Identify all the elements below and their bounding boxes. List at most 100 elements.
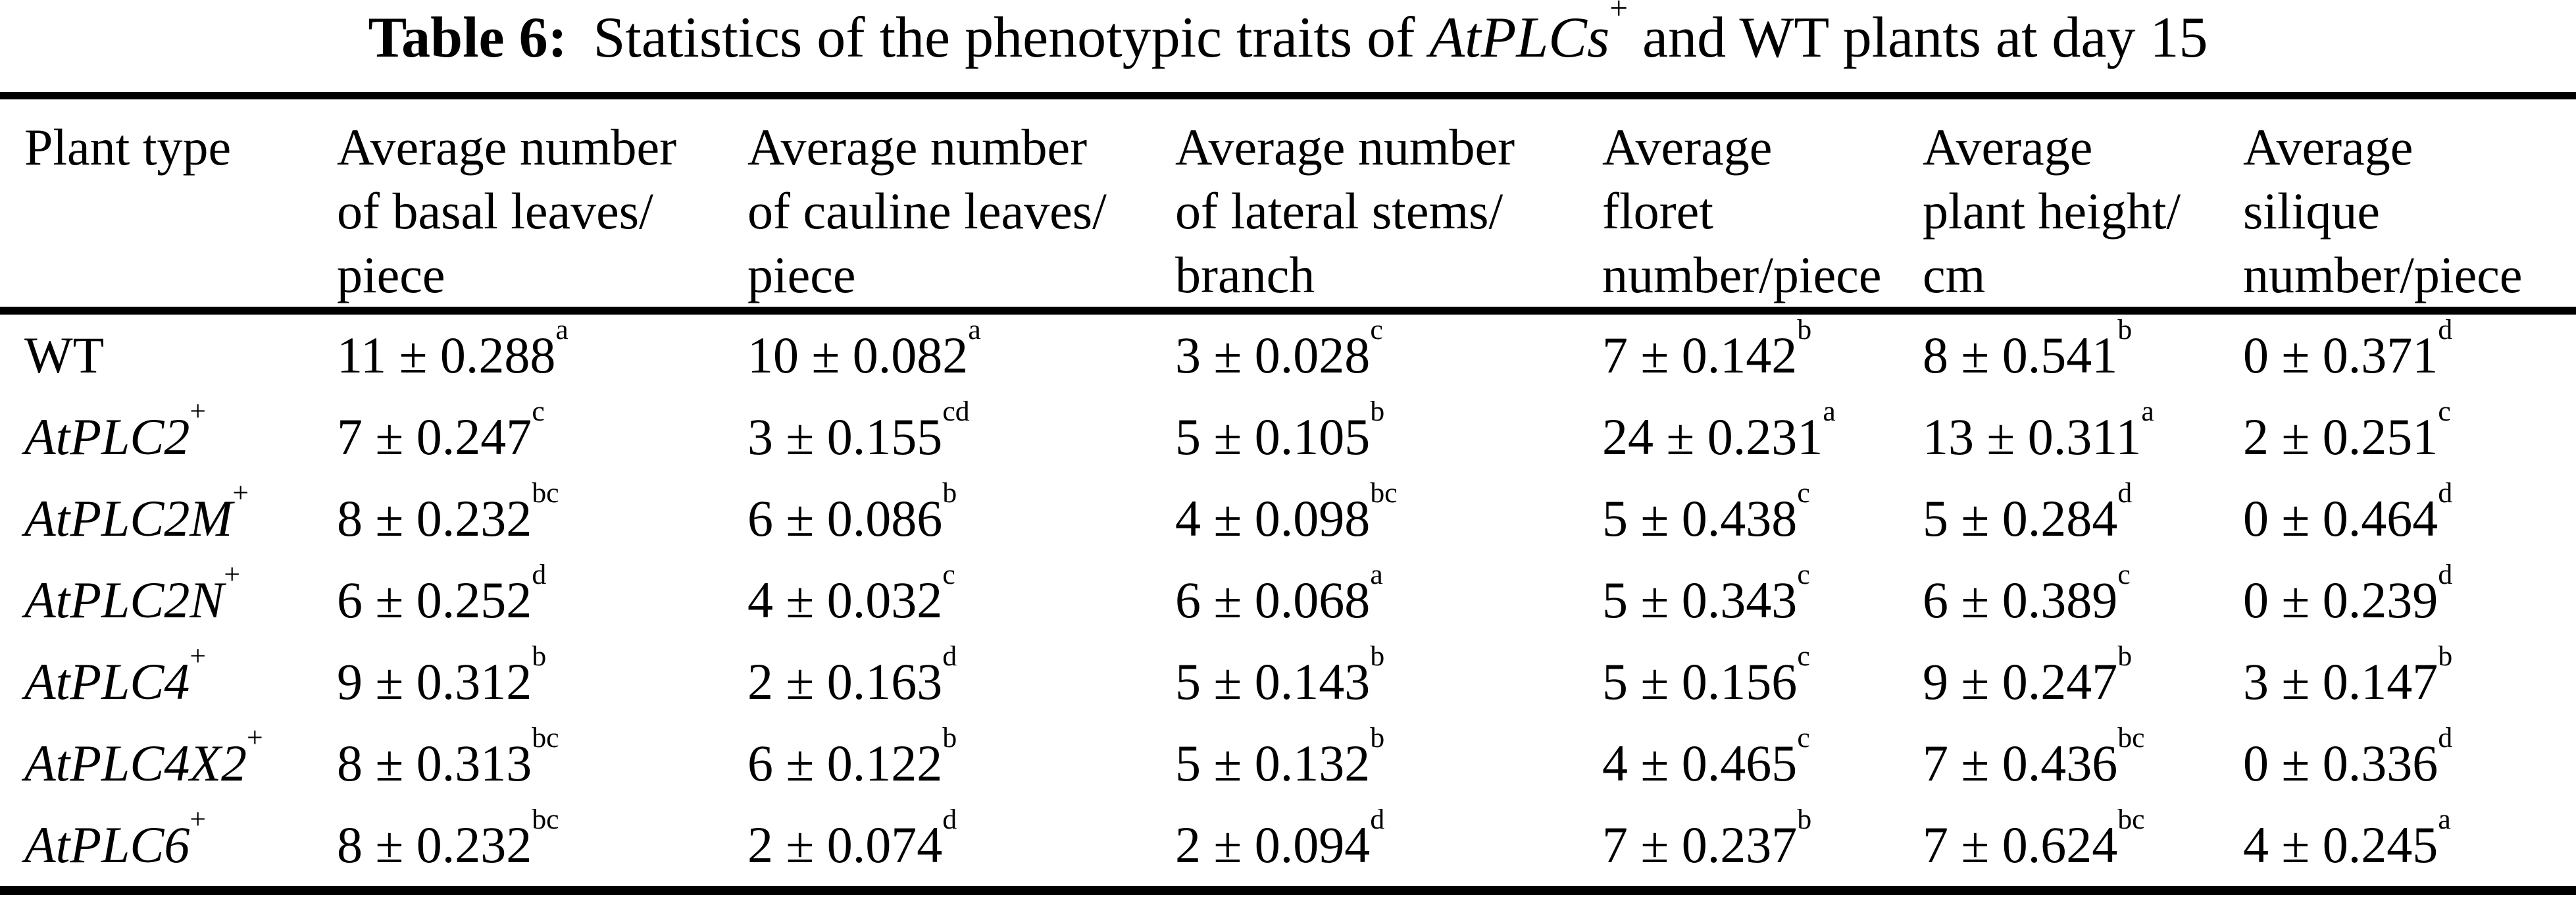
plant-type-superscript: + xyxy=(189,803,207,835)
value-cell-basal-leaves: 7 ± 0.247c xyxy=(337,396,747,478)
column-header-line: of cauline leaves/ xyxy=(747,182,1107,240)
plant-type-label: AtPLC2N xyxy=(24,571,224,629)
measurement-value: 6 ± 0.068 xyxy=(1175,571,1371,629)
column-header-line: plant height/ xyxy=(1923,182,2181,240)
column-header-line: number/piece xyxy=(2243,246,2523,303)
column-header-line: Plant type xyxy=(24,118,232,176)
measurement-value: 5 ± 0.156 xyxy=(1602,653,1798,710)
column-header-line: cm xyxy=(1923,246,1986,303)
measurement-value: 2 ± 0.163 xyxy=(747,653,943,710)
significance-letter: bc xyxy=(2117,803,2145,835)
value-cell-silique-number: 4 ± 0.245a xyxy=(2243,804,2576,890)
significance-letter: a xyxy=(555,313,568,346)
significance-letter: c xyxy=(1797,558,1810,590)
plant-type-label: AtPLC4X2 xyxy=(24,734,247,792)
value-cell-silique-number: 0 ± 0.239d xyxy=(2243,559,2576,641)
value-cell-plant-height: 7 ± 0.436bc xyxy=(1923,723,2243,804)
column-header-line: Average number xyxy=(747,118,1088,176)
measurement-value: 7 ± 0.237 xyxy=(1602,816,1798,873)
plant-type-superscript: + xyxy=(232,476,249,509)
measurement-value: 4 ± 0.245 xyxy=(2243,816,2438,873)
value-cell-cauline-leaves: 2 ± 0.163d xyxy=(747,641,1175,723)
column-header-line: piece xyxy=(747,246,856,303)
significance-letter: c xyxy=(1797,476,1810,509)
significance-letter: d xyxy=(2438,721,2453,754)
significance-letter: b xyxy=(1797,313,1812,346)
significance-letter: cd xyxy=(942,395,970,427)
value-cell-plant-height: 9 ± 0.247b xyxy=(1923,641,2243,723)
column-header-plant-height: Average plant height/cm xyxy=(1923,96,2243,311)
significance-letter: c xyxy=(1370,313,1383,346)
value-cell-plant-height: 6 ± 0.389c xyxy=(1923,559,2243,641)
plant-type-cell: AtPLC4X2+ xyxy=(0,723,337,804)
measurement-value: 2 ± 0.074 xyxy=(747,816,943,873)
value-cell-lateral-stems: 5 ± 0.105b xyxy=(1175,396,1602,478)
column-header-line: of basal leaves/ xyxy=(337,182,653,240)
measurement-value: 7 ± 0.624 xyxy=(1923,816,2118,873)
value-cell-cauline-leaves: 6 ± 0.086b xyxy=(747,478,1175,559)
plant-type-superscript: + xyxy=(224,558,241,590)
measurement-value: 11 ± 0.288 xyxy=(337,326,556,384)
measurement-value: 6 ± 0.086 xyxy=(747,490,943,547)
significance-letter: b xyxy=(1797,803,1812,835)
significance-letter: b xyxy=(1370,640,1385,672)
value-cell-lateral-stems: 5 ± 0.143b xyxy=(1175,641,1602,723)
significance-letter: c xyxy=(1797,721,1810,754)
column-header-line: number/piece xyxy=(1602,246,1882,303)
significance-letter: a xyxy=(1823,395,1836,427)
column-header-basal-leaves: Average number of basal leaves/piece xyxy=(337,96,747,311)
table-caption-species: AtPLCs xyxy=(1429,6,1610,70)
significance-letter: bc xyxy=(1370,476,1398,509)
plant-type-superscript: + xyxy=(247,721,263,754)
measurement-value: 5 ± 0.105 xyxy=(1175,408,1371,465)
measurement-value: 3 ± 0.155 xyxy=(747,408,943,465)
measurement-value: 2 ± 0.251 xyxy=(2243,408,2438,465)
table-row: AtPLC4+ 9 ± 0.312b 2 ± 0.163d 5 ± 0.143b 5 ±… xyxy=(0,641,2576,723)
value-cell-floret-number: 7 ± 0.142b xyxy=(1602,311,1923,396)
column-header-cauline-leaves: Average number of cauline leaves/piece xyxy=(747,96,1175,311)
column-header-line: branch xyxy=(1175,246,1315,303)
measurement-value: 8 ± 0.313 xyxy=(337,734,532,792)
measurement-value: 7 ± 0.247 xyxy=(337,408,532,465)
table-body: WT 11 ± 0.288a 10 ± 0.082a 3 ± 0.028c 7 ± 0.… xyxy=(0,311,2576,890)
measurement-value: 0 ± 0.371 xyxy=(2243,326,2438,384)
significance-letter: b xyxy=(1370,721,1385,754)
plant-type-label: AtPLC2M xyxy=(24,490,233,547)
measurement-value: 3 ± 0.147 xyxy=(2243,653,2438,710)
column-header-floret-number: Average floret number/piece xyxy=(1602,96,1923,311)
significance-letter: b xyxy=(532,640,547,672)
plant-type-label: AtPLC4 xyxy=(24,653,190,710)
value-cell-floret-number: 24 ± 0.231a xyxy=(1602,396,1923,478)
measurement-value: 13 ± 0.311 xyxy=(1923,408,2142,465)
value-cell-lateral-stems: 3 ± 0.028c xyxy=(1175,311,1602,396)
measurement-value: 4 ± 0.465 xyxy=(1602,734,1798,792)
measurement-value: 6 ± 0.122 xyxy=(747,734,943,792)
measurement-value: 8 ± 0.232 xyxy=(337,490,532,547)
value-cell-cauline-leaves: 4 ± 0.032c xyxy=(747,559,1175,641)
measurement-value: 9 ± 0.312 xyxy=(337,653,532,710)
value-cell-lateral-stems: 6 ± 0.068a xyxy=(1175,559,1602,641)
measurement-value: 10 ± 0.082 xyxy=(747,326,969,384)
significance-letter: d xyxy=(2117,476,2133,509)
significance-letter: d xyxy=(2438,558,2453,590)
value-cell-lateral-stems: 5 ± 0.132b xyxy=(1175,723,1602,804)
significance-letter: b xyxy=(942,721,957,754)
plant-type-label: WT xyxy=(24,326,105,384)
value-cell-basal-leaves: 8 ± 0.313bc xyxy=(337,723,747,804)
value-cell-silique-number: 2 ± 0.251c xyxy=(2243,396,2576,478)
column-header-line: piece xyxy=(337,246,445,303)
measurement-value: 5 ± 0.284 xyxy=(1923,490,2118,547)
measurement-value: 4 ± 0.032 xyxy=(747,571,943,629)
measurement-value: 8 ± 0.232 xyxy=(337,816,532,873)
significance-letter: bc xyxy=(532,721,559,754)
significance-letter: c xyxy=(942,558,955,590)
plant-type-label: AtPLC6 xyxy=(24,816,190,873)
value-cell-basal-leaves: 9 ± 0.312b xyxy=(337,641,747,723)
value-cell-plant-height: 7 ± 0.624bc xyxy=(1923,804,2243,890)
plant-type-cell: AtPLC6+ xyxy=(0,804,337,890)
measurement-value: 0 ± 0.464 xyxy=(2243,490,2438,547)
value-cell-plant-height: 8 ± 0.541b xyxy=(1923,311,2243,396)
measurement-value: 5 ± 0.438 xyxy=(1602,490,1798,547)
table-caption-species-superscript: + xyxy=(1609,0,1629,26)
